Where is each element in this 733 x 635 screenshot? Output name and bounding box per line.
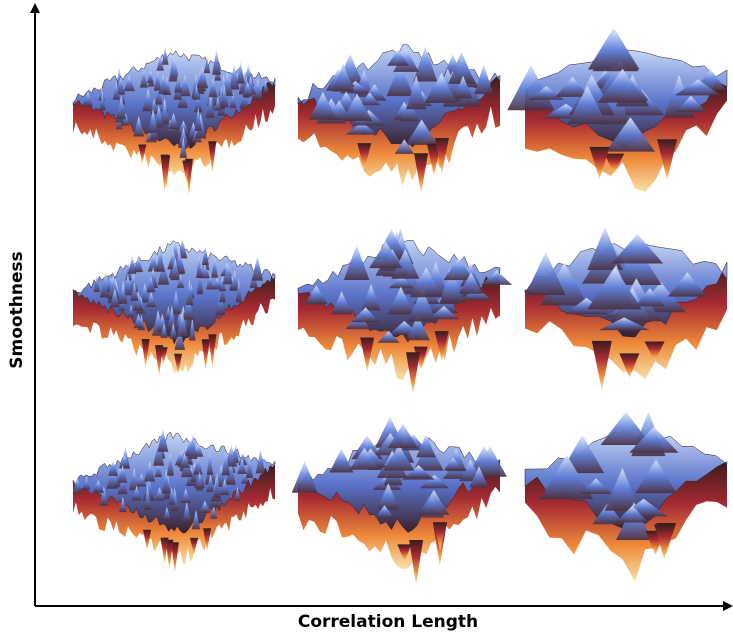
surface-valley xyxy=(406,352,420,394)
surface-peak xyxy=(252,256,263,281)
y-axis-label: Smoothness xyxy=(7,251,27,368)
surface-plot xyxy=(525,411,727,582)
surface-plot xyxy=(292,416,507,584)
surface-plot xyxy=(73,239,275,376)
x-axis-label: Correlation Length xyxy=(298,612,478,632)
surface-peak xyxy=(292,461,318,493)
surface-plot xyxy=(507,28,727,192)
figure: Smoothness Correlation Length xyxy=(0,0,733,635)
surface-valley xyxy=(592,341,612,390)
surface-valley xyxy=(202,339,210,370)
surface-plot xyxy=(525,227,727,390)
surface-plot xyxy=(298,45,500,194)
surface-panels xyxy=(73,28,727,585)
surface-valley xyxy=(414,153,428,193)
surface-valley xyxy=(143,530,151,551)
surface-valley xyxy=(155,345,163,376)
surface-valley xyxy=(208,334,216,367)
surface-peak xyxy=(212,49,221,74)
surface-plot xyxy=(73,47,275,195)
surface-plot xyxy=(298,228,512,394)
surface-plot xyxy=(73,429,275,573)
